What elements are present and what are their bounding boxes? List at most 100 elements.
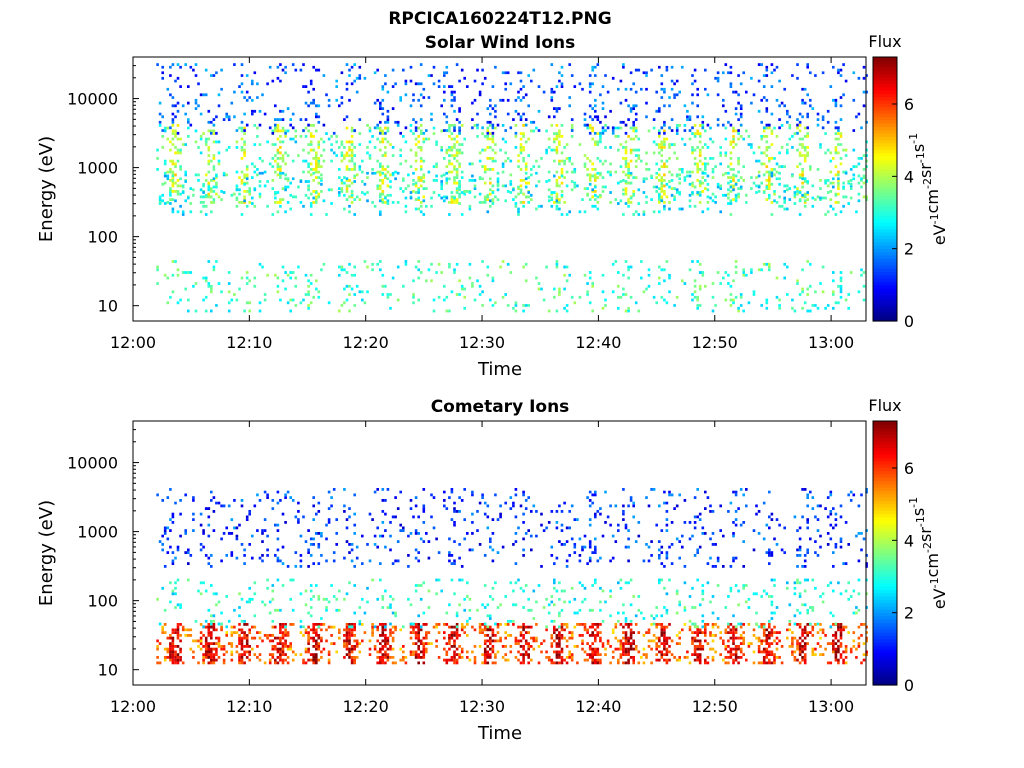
heatmap-cell [373, 171, 377, 175]
heatmap-cell [312, 157, 315, 160]
heatmap-cell [765, 123, 769, 127]
heatmap-cell [238, 201, 241, 204]
heatmap-cell [573, 301, 577, 305]
heatmap-cell [729, 185, 733, 189]
heatmap-cell [179, 177, 182, 181]
heatmap-cell [765, 98, 769, 102]
heatmap-cell [312, 171, 315, 175]
heatmap-cell [366, 600, 369, 604]
heatmap-cell [724, 271, 728, 274]
heatmap-cell [353, 628, 356, 632]
heatmap-cell [506, 634, 510, 637]
heatmap-cell [361, 290, 364, 294]
heatmap-cell [291, 137, 295, 141]
heatmap-cell [494, 622, 497, 626]
heatmap-cell [171, 198, 175, 201]
heatmap-cell [632, 126, 635, 130]
heatmap-cell [652, 185, 656, 189]
heatmap-cell [473, 645, 477, 648]
heatmap-cell [701, 176, 705, 179]
heatmap-cell [404, 260, 408, 263]
heatmap-cell [256, 631, 259, 634]
heatmap-cell [478, 543, 482, 546]
heatmap-cell [217, 622, 221, 626]
heatmap-cell [271, 653, 275, 656]
heatmap-cell [299, 301, 303, 305]
heatmap-cell [570, 118, 574, 121]
heatmap-cell [363, 76, 367, 80]
heatmap-cell [281, 512, 285, 516]
heatmap-cell [358, 165, 362, 168]
heatmap-cell [176, 634, 180, 637]
heatmap-cell [430, 493, 433, 497]
heatmap-cell [540, 650, 543, 654]
heatmap-cell [386, 115, 390, 119]
heatmap-cell [650, 198, 653, 201]
heatmap-cell [732, 279, 735, 283]
heatmap-cell [181, 104, 185, 108]
heatmap-cell [204, 195, 208, 199]
heatmap-cell [317, 192, 321, 196]
heatmap-cell [788, 187, 792, 190]
heatmap-cell [210, 656, 213, 659]
heatmap-cell [468, 608, 472, 612]
heatmap-cell [307, 162, 310, 166]
heatmap-cell [604, 647, 607, 651]
heatmap-cell [588, 647, 592, 651]
heatmap-cell [448, 146, 451, 149]
heatmap-cell [783, 262, 786, 266]
heatmap-cell [307, 639, 310, 643]
heatmap-cell [284, 71, 287, 75]
heatmap-cell [716, 71, 720, 75]
heatmap-cell [412, 182, 415, 186]
heatmap-cell [512, 306, 515, 310]
heatmap-cell [174, 260, 177, 263]
heatmap-cell [350, 634, 354, 637]
heatmap-cell [289, 645, 292, 648]
heatmap-cell [245, 271, 249, 274]
heatmap-cell [414, 496, 418, 499]
heatmap-cell [320, 623, 323, 626]
heatmap-cell [658, 129, 661, 133]
heatmap-cell [353, 639, 356, 643]
heatmap-cell [719, 151, 722, 155]
heatmap-cell [560, 529, 564, 532]
heatmap-cell [217, 282, 221, 285]
heatmap-cell [719, 187, 722, 190]
heatmap-cell [448, 625, 451, 629]
heatmap-cell [422, 661, 426, 665]
heatmap-cell [432, 126, 436, 130]
heatmap-cell [320, 179, 323, 182]
heatmap-cell [317, 645, 321, 648]
heatmap-cell [660, 159, 664, 163]
heatmap-cell [596, 63, 600, 66]
heatmap-cell [276, 556, 280, 560]
heatmap-cell [169, 545, 172, 549]
heatmap-cell [706, 162, 710, 166]
heatmap-cell [698, 148, 702, 152]
heatmap-cell [547, 199, 551, 203]
heatmap-cell [734, 112, 738, 116]
heatmap-cell [212, 157, 216, 160]
heatmap-cell [624, 180, 628, 183]
heatmap-cell [844, 79, 848, 83]
heatmap-cell [312, 653, 315, 656]
heatmap-cell [294, 515, 298, 519]
heatmap-cell [263, 603, 267, 607]
heatmap-cell [553, 625, 556, 629]
heatmap-cell [169, 636, 172, 640]
heatmap-cell [414, 504, 418, 508]
heatmap-cell [704, 87, 707, 91]
heatmap-cell [811, 204, 815, 208]
heatmap-cell [289, 193, 292, 197]
heatmap-cell [276, 290, 280, 294]
heatmap-cell [865, 74, 868, 77]
heatmap-cell [207, 631, 211, 634]
heatmap-cell [274, 159, 277, 163]
heatmap-cell [171, 661, 175, 665]
heatmap-cell [274, 273, 277, 277]
heatmap-cell [427, 137, 431, 141]
heatmap-cell [286, 129, 290, 133]
heatmap-cell [399, 154, 402, 157]
heatmap-cell [486, 198, 490, 201]
